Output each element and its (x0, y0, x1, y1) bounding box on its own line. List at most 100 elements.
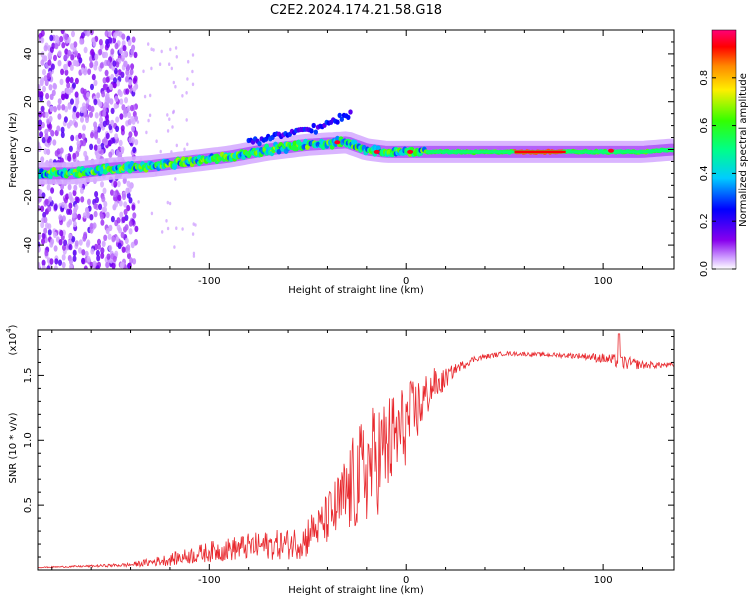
noise-blob (90, 131, 94, 139)
noise-blob (134, 238, 138, 246)
noise-blob (114, 250, 119, 257)
noise-blob (121, 40, 126, 47)
branch-blob (337, 112, 342, 118)
noise-blob (77, 213, 82, 221)
x-tick-label: -100 (198, 575, 221, 586)
noise-blob (70, 196, 74, 204)
noise-blob (74, 91, 79, 98)
noise-blob (92, 40, 97, 47)
noise-blob (168, 62, 171, 66)
noise-blob (74, 204, 79, 211)
noise-blob (102, 110, 107, 117)
noise-blob (40, 77, 45, 84)
noise-blob (53, 265, 58, 269)
noise-blob (53, 231, 57, 238)
noise-blob (187, 59, 190, 64)
colorbar-gradient (711, 29, 737, 270)
noise-blob (130, 63, 135, 70)
noise-blob (68, 191, 73, 199)
noise-blob (169, 47, 172, 52)
noise-blob (47, 229, 52, 236)
noise-blob (97, 144, 102, 151)
noise-blob (98, 39, 103, 46)
noise-blob (76, 140, 81, 147)
noise-blob (44, 250, 49, 257)
noise-blob (102, 77, 107, 84)
noise-blob (49, 93, 54, 101)
noise-blob (130, 137, 135, 144)
noise-blob (159, 149, 162, 154)
noise-blob (44, 198, 49, 205)
noise-blob (126, 105, 131, 112)
spectrogram-panel: -100 0 100 -40 -20 0 20 40 Height of straight l… (8, 29, 675, 296)
noise-blob (83, 46, 88, 54)
noise-blob (110, 119, 115, 127)
noise-blob (68, 119, 73, 127)
noise-blob (71, 113, 76, 120)
noise-blob (60, 126, 65, 134)
noise-blob (129, 257, 134, 264)
scale-suffix: ) (8, 324, 19, 328)
noise-blob (66, 82, 71, 89)
noise-blob (60, 131, 65, 139)
noise-blob (61, 42, 66, 49)
noise-blob (43, 216, 48, 224)
noise-blob (118, 200, 123, 207)
noise-blob (115, 125, 120, 132)
y-tick-label: 1.5 (23, 367, 34, 383)
noise-blob (46, 100, 51, 107)
noise-blob (127, 39, 132, 46)
snr-panel: -100 0 100 0.5 1.0 1.5 Height of straight lin… (5, 324, 675, 596)
noise-blob (72, 212, 76, 219)
noise-blob (73, 41, 78, 48)
noise-blob (113, 102, 118, 110)
noise-blob (120, 125, 125, 132)
noise-blob (112, 60, 117, 67)
noise-blob (132, 258, 137, 265)
noise-blob (125, 88, 130, 95)
noise-blob (132, 77, 137, 84)
noise-blob (116, 217, 121, 224)
noise-blob (149, 93, 152, 98)
noise-blob (43, 75, 48, 82)
noise-blob (57, 113, 62, 120)
noise-blob (123, 107, 128, 115)
noise-blob (98, 48, 103, 56)
noise-blob (79, 38, 84, 45)
noise-blob (69, 76, 74, 84)
noise-blob (183, 147, 186, 152)
noise-blob (174, 46, 178, 50)
noise-blob (121, 246, 126, 253)
noise-blob (89, 111, 93, 118)
noise-blob (61, 104, 66, 111)
y-tick-label: 0 (23, 146, 34, 152)
noise-blob (105, 211, 110, 219)
noise-blob (134, 225, 139, 233)
noise-blob (102, 187, 107, 194)
spectrogram-image (38, 30, 674, 269)
noise-blob (191, 53, 195, 57)
noise-blob (59, 78, 64, 86)
noise-blob (40, 105, 45, 113)
noise-blob (126, 204, 131, 212)
noise-blob (72, 249, 77, 257)
scale-prefix: (x10 (8, 333, 19, 356)
noise-blob (50, 63, 55, 70)
noise-blob (91, 73, 96, 81)
noise-blob (125, 69, 130, 76)
noise-blob (93, 210, 98, 218)
noise-blob (67, 155, 72, 162)
noise-blob (186, 142, 189, 147)
branch-blob (348, 109, 353, 115)
noise-blob (166, 113, 169, 117)
noise-blob (105, 132, 110, 140)
noise-blob (185, 118, 188, 122)
noise-blob (104, 69, 109, 77)
noise-blob (41, 136, 46, 144)
noise-blob (67, 183, 72, 191)
noise-blob (89, 143, 94, 150)
noise-blob (49, 105, 54, 113)
noise-blob (87, 68, 92, 75)
noise-blob (106, 96, 111, 104)
noise-blob (59, 147, 64, 154)
